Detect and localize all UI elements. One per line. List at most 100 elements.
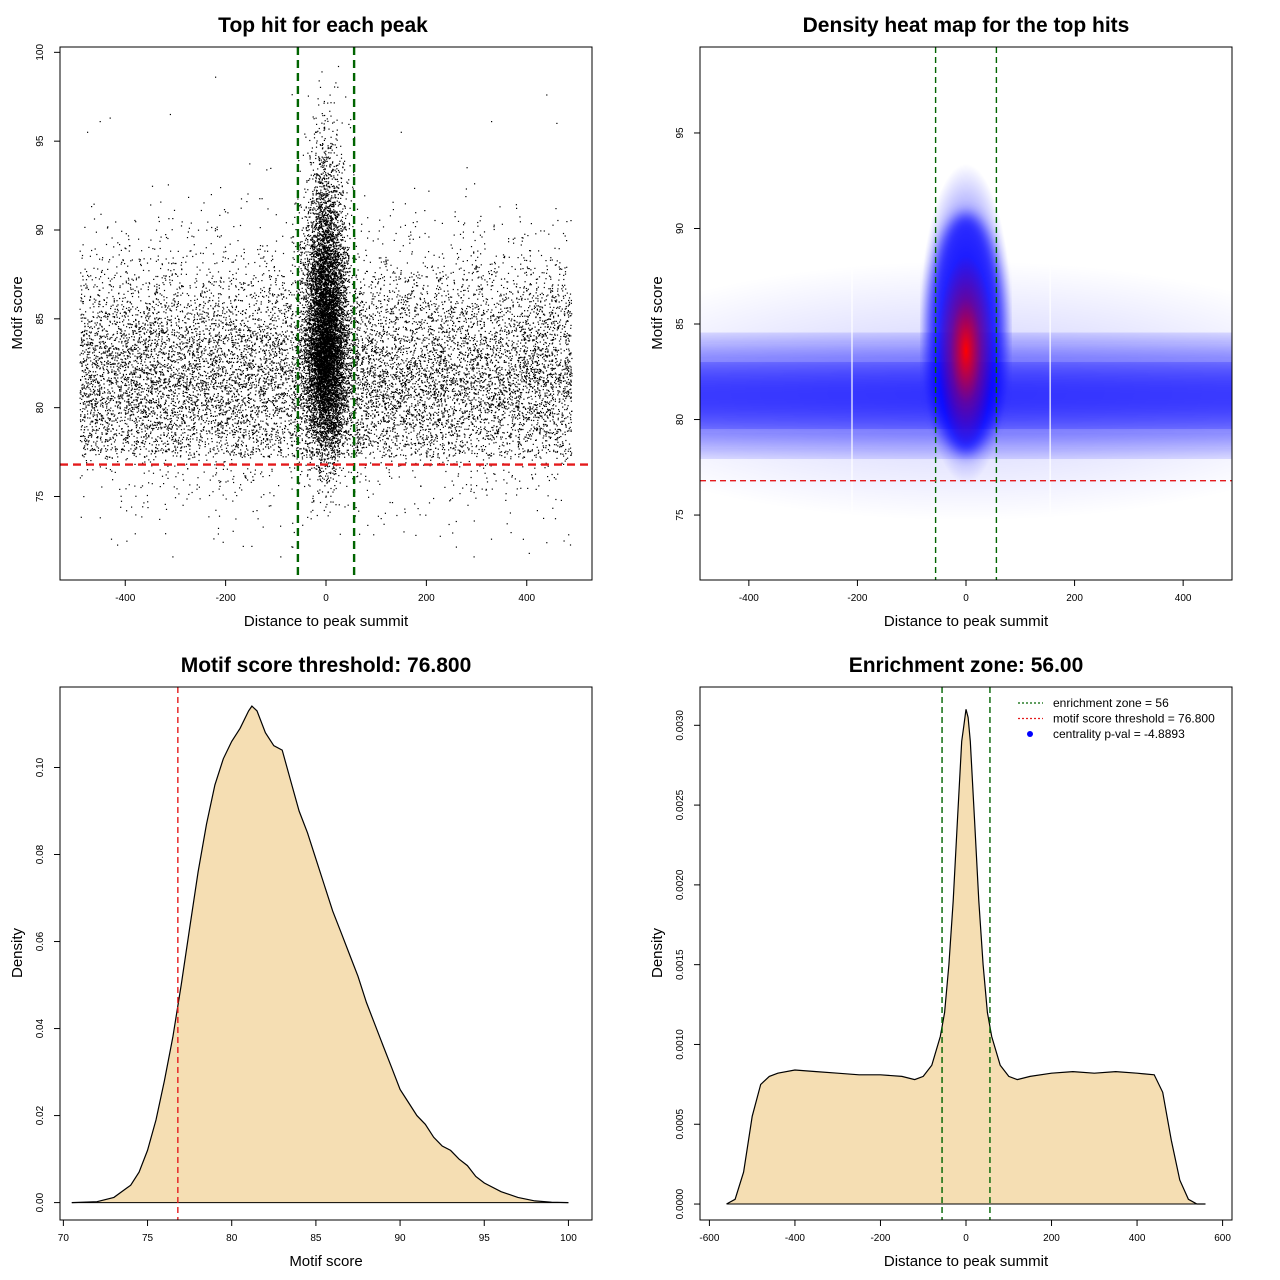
data-point bbox=[550, 290, 552, 292]
data-point bbox=[352, 375, 354, 377]
data-point bbox=[179, 352, 181, 355]
data-point bbox=[155, 402, 157, 404]
data-point bbox=[252, 360, 254, 362]
data-point bbox=[436, 426, 438, 428]
data-point bbox=[361, 400, 363, 403]
data-point bbox=[343, 357, 345, 359]
data-point bbox=[115, 381, 117, 384]
data-point bbox=[504, 390, 506, 392]
data-point bbox=[222, 361, 224, 363]
data-point bbox=[192, 401, 194, 403]
data-point bbox=[262, 405, 264, 407]
data-point bbox=[473, 313, 476, 315]
data-point bbox=[249, 359, 251, 361]
data-point bbox=[385, 414, 388, 417]
data-point bbox=[460, 352, 462, 354]
data-point bbox=[143, 408, 145, 410]
data-point bbox=[167, 427, 169, 429]
data-point bbox=[537, 295, 539, 297]
data-point bbox=[158, 301, 160, 303]
data-point bbox=[189, 429, 191, 431]
data-point bbox=[145, 317, 147, 319]
data-point bbox=[92, 362, 94, 364]
data-point bbox=[451, 370, 453, 372]
data-point bbox=[277, 435, 279, 437]
data-point bbox=[375, 334, 377, 336]
data-point bbox=[290, 308, 292, 310]
data-point bbox=[483, 419, 485, 421]
data-point bbox=[372, 276, 374, 278]
data-point bbox=[200, 381, 202, 383]
data-point bbox=[457, 398, 459, 400]
data-point bbox=[411, 403, 413, 405]
data-point bbox=[132, 339, 135, 341]
data-point bbox=[543, 282, 546, 284]
data-point bbox=[486, 409, 488, 411]
data-point bbox=[277, 429, 279, 431]
data-point bbox=[97, 409, 99, 411]
data-point bbox=[501, 315, 503, 318]
data-point bbox=[197, 386, 199, 388]
data-point bbox=[363, 443, 365, 445]
data-point bbox=[363, 349, 365, 351]
data-point bbox=[403, 301, 405, 303]
data-point bbox=[566, 221, 568, 223]
data-point bbox=[136, 344, 138, 346]
data-point bbox=[488, 454, 490, 456]
data-point bbox=[441, 326, 443, 328]
data-point bbox=[133, 420, 135, 423]
data-point bbox=[297, 447, 299, 449]
data-point bbox=[241, 340, 243, 343]
data-point bbox=[213, 378, 215, 380]
data-point bbox=[498, 448, 500, 450]
data-point bbox=[537, 452, 539, 454]
data-point bbox=[519, 315, 521, 318]
data-point bbox=[394, 443, 396, 445]
data-point bbox=[376, 331, 378, 333]
data-point bbox=[392, 430, 394, 432]
data-point bbox=[559, 324, 561, 326]
data-point bbox=[484, 429, 486, 431]
data-point bbox=[382, 347, 384, 349]
data-point bbox=[139, 402, 141, 404]
data-point bbox=[480, 446, 482, 448]
data-point bbox=[144, 358, 147, 360]
data-point bbox=[257, 423, 260, 425]
data-point bbox=[339, 395, 341, 397]
data-point bbox=[148, 246, 150, 248]
data-point bbox=[359, 364, 361, 366]
data-point bbox=[199, 341, 201, 343]
data-point bbox=[163, 379, 165, 381]
data-point bbox=[416, 395, 418, 397]
data-point bbox=[262, 245, 264, 247]
data-point bbox=[195, 253, 197, 255]
data-point bbox=[382, 372, 384, 374]
data-point bbox=[166, 322, 168, 324]
data-point bbox=[130, 326, 133, 328]
data-point bbox=[442, 352, 444, 354]
data-point bbox=[481, 450, 483, 452]
data-point bbox=[218, 325, 220, 327]
data-point bbox=[569, 354, 571, 356]
data-point bbox=[253, 366, 255, 368]
data-point bbox=[343, 431, 345, 433]
data-point bbox=[300, 338, 302, 340]
data-point bbox=[504, 322, 506, 324]
data-point bbox=[90, 413, 92, 415]
data-point bbox=[241, 337, 243, 339]
data-point bbox=[436, 357, 438, 359]
data-point bbox=[174, 445, 176, 447]
data-point bbox=[524, 362, 526, 364]
data-point bbox=[523, 365, 525, 367]
data-point bbox=[430, 372, 432, 374]
data-point bbox=[286, 393, 288, 395]
data-point bbox=[355, 393, 357, 395]
data-point bbox=[98, 327, 100, 329]
data-point bbox=[121, 315, 123, 317]
data-point bbox=[224, 429, 227, 432]
data-point bbox=[159, 331, 161, 333]
data-point bbox=[416, 437, 418, 439]
data-point bbox=[217, 235, 219, 237]
data-point bbox=[385, 265, 387, 268]
data-point bbox=[239, 407, 242, 409]
